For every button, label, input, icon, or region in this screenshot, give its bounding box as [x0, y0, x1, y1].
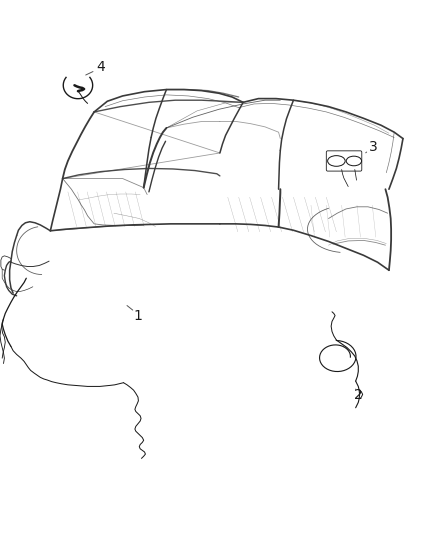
Text: 1: 1	[134, 309, 142, 322]
Text: 2: 2	[354, 389, 363, 402]
Text: 4: 4	[96, 60, 105, 74]
Text: 3: 3	[369, 140, 378, 154]
